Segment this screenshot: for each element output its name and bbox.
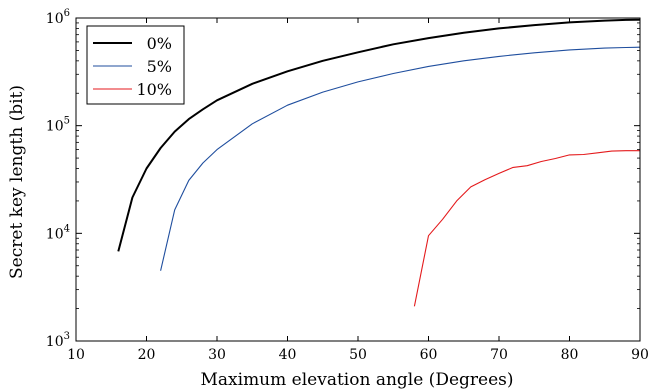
x-tick-label: 30 — [208, 347, 226, 363]
y-tick-label: 105 — [46, 116, 70, 135]
series-line-1 — [117, 18, 641, 252]
plot-area — [117, 18, 641, 307]
x-tick-label: 90 — [631, 347, 649, 363]
legend: 0% 5% 10% — [86, 25, 185, 105]
y-axis-label: Secret key length (bit) — [7, 85, 27, 279]
x-tick-label: 50 — [349, 347, 367, 363]
x-tick-label: 40 — [279, 347, 297, 363]
x-tick-label: 60 — [420, 347, 438, 363]
x-tick-label: 10 — [67, 347, 85, 363]
y-tick-label: 106 — [46, 8, 70, 27]
x-axis-label: Maximum elevation angle (Degrees) — [201, 370, 514, 390]
legend-label-1: 0% — [147, 34, 172, 53]
x-tick-label: 70 — [490, 347, 508, 363]
x-tick-label: 80 — [561, 347, 579, 363]
y-tick-label: 104 — [46, 223, 70, 242]
series-line-2 — [160, 46, 641, 271]
legend-box — [86, 25, 185, 105]
legend-label-3: 10% — [136, 80, 172, 99]
legend-label-2: 5% — [147, 57, 172, 76]
series-line-3 — [413, 150, 640, 307]
x-tick-label: 20 — [138, 347, 156, 363]
